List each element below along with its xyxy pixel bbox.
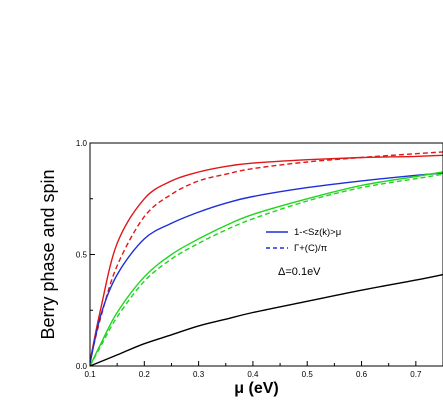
series-line-3 [89,171,443,367]
legend-label-spin: 1-<Sz(k)>μ [294,227,341,238]
series-line-2 [89,172,443,364]
x-tick-label: 0.4 [247,370,259,379]
x-tick-label: 0.1 [84,370,96,379]
y-tick-label: 0.5 [76,251,88,260]
legend: 1-<Sz(k)>μ Γ+(C)/π [266,227,341,254]
x-tick-label: 0.7 [410,370,422,379]
x-tick-label: 0.6 [356,370,368,379]
y-tick-label: 0.0 [76,362,88,371]
x-tick-label: 0.2 [139,370,151,379]
plot-marks [89,151,443,367]
series-line-5 [89,273,443,367]
series-line-1 [89,151,443,362]
y-axis-ticks: 0.0 0.5 1.0 [76,139,95,371]
legend-label-berry-phase: Γ+(C)/π [294,243,328,254]
x-axis-title: μ (eV) [234,380,278,397]
series-line-0 [89,154,443,362]
series-line-4 [89,173,443,367]
delta-annotation: Δ=0.1eV [278,266,321,278]
y-axis-title: Berry phase and spin [38,169,58,339]
plot-frame [89,142,443,367]
x-tick-label: 0.3 [193,370,205,379]
x-axis-ticks: 0.1 0.2 0.3 0.4 0.5 0.6 0.7 [84,361,443,379]
x-tick-label: 0.5 [302,370,314,379]
y-tick-label: 1.0 [76,139,88,148]
